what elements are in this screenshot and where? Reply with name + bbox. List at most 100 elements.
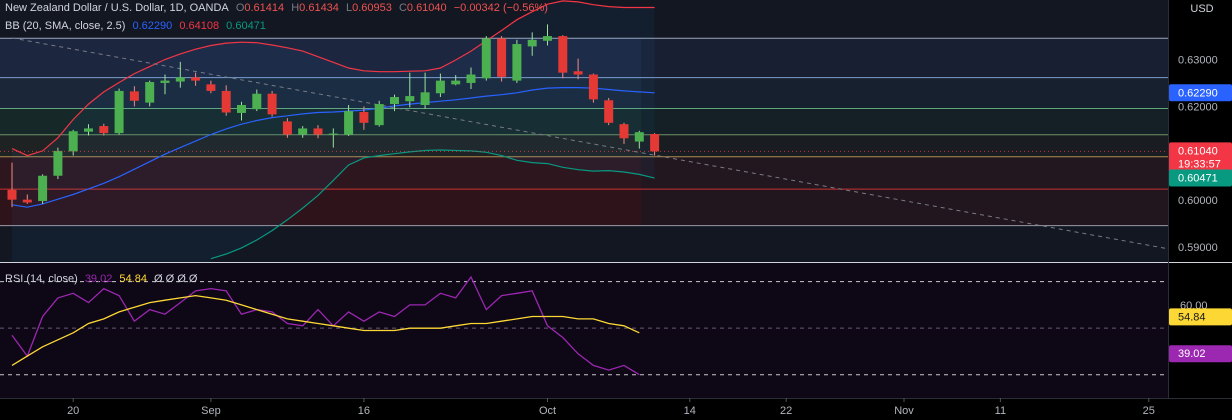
- candle[interactable]: [22, 194, 32, 204]
- candle[interactable]: [359, 106, 369, 130]
- candle[interactable]: [420, 72, 430, 109]
- candle-body: [650, 134, 660, 152]
- background-layer: [0, 0, 1232, 399]
- candle[interactable]: [558, 35, 568, 79]
- candle[interactable]: [405, 72, 415, 108]
- time-tick-label: Oct: [539, 405, 556, 417]
- high-value: 0.61434: [299, 2, 339, 14]
- bb-upper-line[interactable]: [11, 0, 655, 157]
- candle[interactable]: [7, 162, 17, 208]
- candle[interactable]: [481, 36, 491, 81]
- candle[interactable]: [512, 39, 522, 83]
- bb-lower-line[interactable]: [210, 149, 655, 260]
- trendline[interactable]: [11, 37, 1169, 250]
- candle[interactable]: [634, 130, 644, 149]
- rsi-value: 39.02: [84, 273, 113, 285]
- candle[interactable]: [237, 101, 246, 121]
- candle[interactable]: [497, 36, 507, 82]
- candle[interactable]: [282, 118, 292, 138]
- currency-label[interactable]: USD: [1190, 3, 1214, 15]
- candle[interactable]: [206, 80, 216, 94]
- close-value: 0.61040: [406, 2, 447, 14]
- candle[interactable]: [543, 24, 552, 46]
- candlesticks[interactable]: [7, 24, 660, 208]
- candle[interactable]: [619, 122, 629, 144]
- rsi-ma-badge[interactable]: 54.84: [1169, 308, 1232, 326]
- candle-body: [282, 121, 292, 135]
- last-price-badge-box: [1169, 142, 1232, 173]
- candle-body: [344, 111, 354, 135]
- bb-basis-value: 0.62290: [132, 20, 173, 32]
- basis-price-badge[interactable]: 0.62290: [1169, 84, 1232, 102]
- candle[interactable]: [435, 73, 445, 98]
- level-zone-extension: [641, 77, 1168, 109]
- level-zone-extension: [641, 108, 1168, 135]
- candle[interactable]: [68, 129, 78, 156]
- lower-band-badge[interactable]: 0.60471: [1169, 169, 1232, 187]
- candle[interactable]: [38, 174, 48, 204]
- change-value: −0.00342 (−0.56%): [453, 2, 548, 14]
- candle[interactable]: [221, 85, 231, 116]
- candle-body: [543, 36, 552, 41]
- candle[interactable]: [588, 73, 598, 103]
- rsi-ma-badge-box: [1169, 308, 1232, 326]
- bb-legend: BB (20, SMA, close, 2.5) 0.62290 0.64108…: [5, 20, 270, 32]
- bb-upper-value: 0.64108: [179, 20, 220, 32]
- bb-basis-line[interactable]: [11, 87, 655, 208]
- candle[interactable]: [328, 128, 338, 148]
- candle[interactable]: [374, 100, 384, 127]
- candle[interactable]: [390, 94, 399, 112]
- candle[interactable]: [84, 124, 93, 136]
- candle-body: [390, 97, 399, 105]
- candle[interactable]: [145, 80, 155, 107]
- candle[interactable]: [527, 32, 537, 56]
- candle[interactable]: [114, 88, 124, 135]
- symbol-title[interactable]: New Zealand Dollar / U.S. Dollar, 1D, OA…: [5, 2, 229, 14]
- candle-body: [451, 80, 461, 85]
- time-tick-label: 14: [684, 405, 696, 417]
- candle-body: [573, 71, 583, 75]
- price-tick-label: 0.60000: [1178, 195, 1218, 207]
- candle[interactable]: [252, 89, 262, 112]
- rsi-ma-line[interactable]: [11, 294, 640, 366]
- candle[interactable]: [191, 72, 201, 86]
- bb-label[interactable]: BB (20, SMA, close, 2.5): [5, 20, 126, 32]
- candle[interactable]: [53, 147, 63, 180]
- candle[interactable]: [129, 86, 139, 107]
- candle[interactable]: [604, 97, 614, 126]
- candle-body: [191, 77, 201, 81]
- candle-body: [145, 82, 155, 103]
- candle-body: [22, 199, 32, 203]
- level-zone: [0, 77, 641, 109]
- rsi-value-badge[interactable]: 39.02: [1169, 345, 1232, 363]
- candle[interactable]: [298, 126, 308, 138]
- candle[interactable]: [573, 58, 583, 80]
- basis-price-badge-box: [1169, 84, 1232, 102]
- candle-body: [328, 133, 338, 135]
- price-tick-label: 0.59000: [1178, 242, 1218, 254]
- candle[interactable]: [650, 133, 660, 156]
- candle-body: [38, 175, 48, 202]
- trendline-segment[interactable]: [11, 37, 1169, 250]
- candle-body: [267, 93, 277, 115]
- price-tick-label: 0.63000: [1178, 55, 1218, 67]
- candle[interactable]: [313, 125, 323, 139]
- rsi-label[interactable]: RSI (14, close): [5, 273, 78, 285]
- high-label: H: [291, 2, 300, 14]
- candle[interactable]: [344, 104, 354, 136]
- time-tick-label: 22: [780, 405, 792, 417]
- candle[interactable]: [99, 123, 109, 136]
- level-zone-extension: [641, 38, 1168, 78]
- rsi-line[interactable]: [11, 275, 640, 376]
- bb-lower-value: 0.60471: [226, 20, 266, 32]
- open-value: 0.61414: [244, 2, 285, 14]
- candle[interactable]: [466, 67, 476, 90]
- candle[interactable]: [160, 74, 170, 95]
- candle[interactable]: [175, 61, 185, 88]
- candle[interactable]: [267, 90, 277, 117]
- candle-body: [114, 90, 124, 134]
- candle[interactable]: [451, 74, 461, 86]
